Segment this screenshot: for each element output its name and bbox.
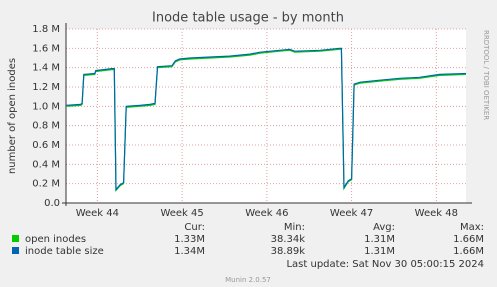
line <box>65 47 467 192</box>
y-tick-label: 0.4 M <box>32 159 60 170</box>
footer: Last update: Sat Nov 30 05:00:15 2024 <box>286 259 484 270</box>
y-tick-label: 1.4 M <box>32 63 60 74</box>
stat-value: 1.34M <box>174 246 205 257</box>
x-tick-label: Week 46 <box>245 208 288 219</box>
y-axis-label: number of open inodes <box>7 58 18 174</box>
plot-area <box>66 29 466 203</box>
legend-swatch <box>12 247 19 254</box>
stat-value: 38.34k <box>271 234 306 245</box>
y-tick-label: 1.2 M <box>32 82 60 93</box>
legend-label: open inodes <box>25 234 86 245</box>
stat-value: 1.66M <box>453 234 484 245</box>
y-tick-label: 0.6 M <box>32 140 60 151</box>
legend-swatch <box>12 235 19 242</box>
version: Munin 2.0.57 <box>225 276 271 284</box>
stat-value: 1.33M <box>174 234 205 245</box>
y-tick-label: 0.2 M <box>32 179 60 190</box>
x-tick-label: Week 47 <box>330 208 373 219</box>
y-tick-label: 1.6 M <box>32 43 60 54</box>
y-tick-label: 1.8 M <box>32 24 60 35</box>
stats-header: Min: <box>284 222 305 233</box>
side-label: RRDTOOL / TOBI OETIKER <box>482 30 490 120</box>
stat-value: 1.31M <box>364 246 395 257</box>
stat-value: 1.66M <box>453 246 484 257</box>
x-tick-label: Week 44 <box>76 208 119 219</box>
chart-title: Inode table usage - by month <box>152 11 344 26</box>
x-tick-label: Week 45 <box>160 208 203 219</box>
y-tick-label: 1.0 M <box>32 101 60 112</box>
stats-header: Cur: <box>184 222 205 233</box>
y-tick-label: 0.0 <box>44 198 60 209</box>
legend-label: inode table size <box>25 246 104 257</box>
stats-header: Max: <box>460 222 484 233</box>
stat-value: 1.31M <box>364 234 395 245</box>
x-tick-label: Week 48 <box>415 208 458 219</box>
y-tick-label: 0.8 M <box>32 121 60 132</box>
stats-header: Avg: <box>373 222 395 233</box>
stat-value: 38.89k <box>271 246 306 257</box>
